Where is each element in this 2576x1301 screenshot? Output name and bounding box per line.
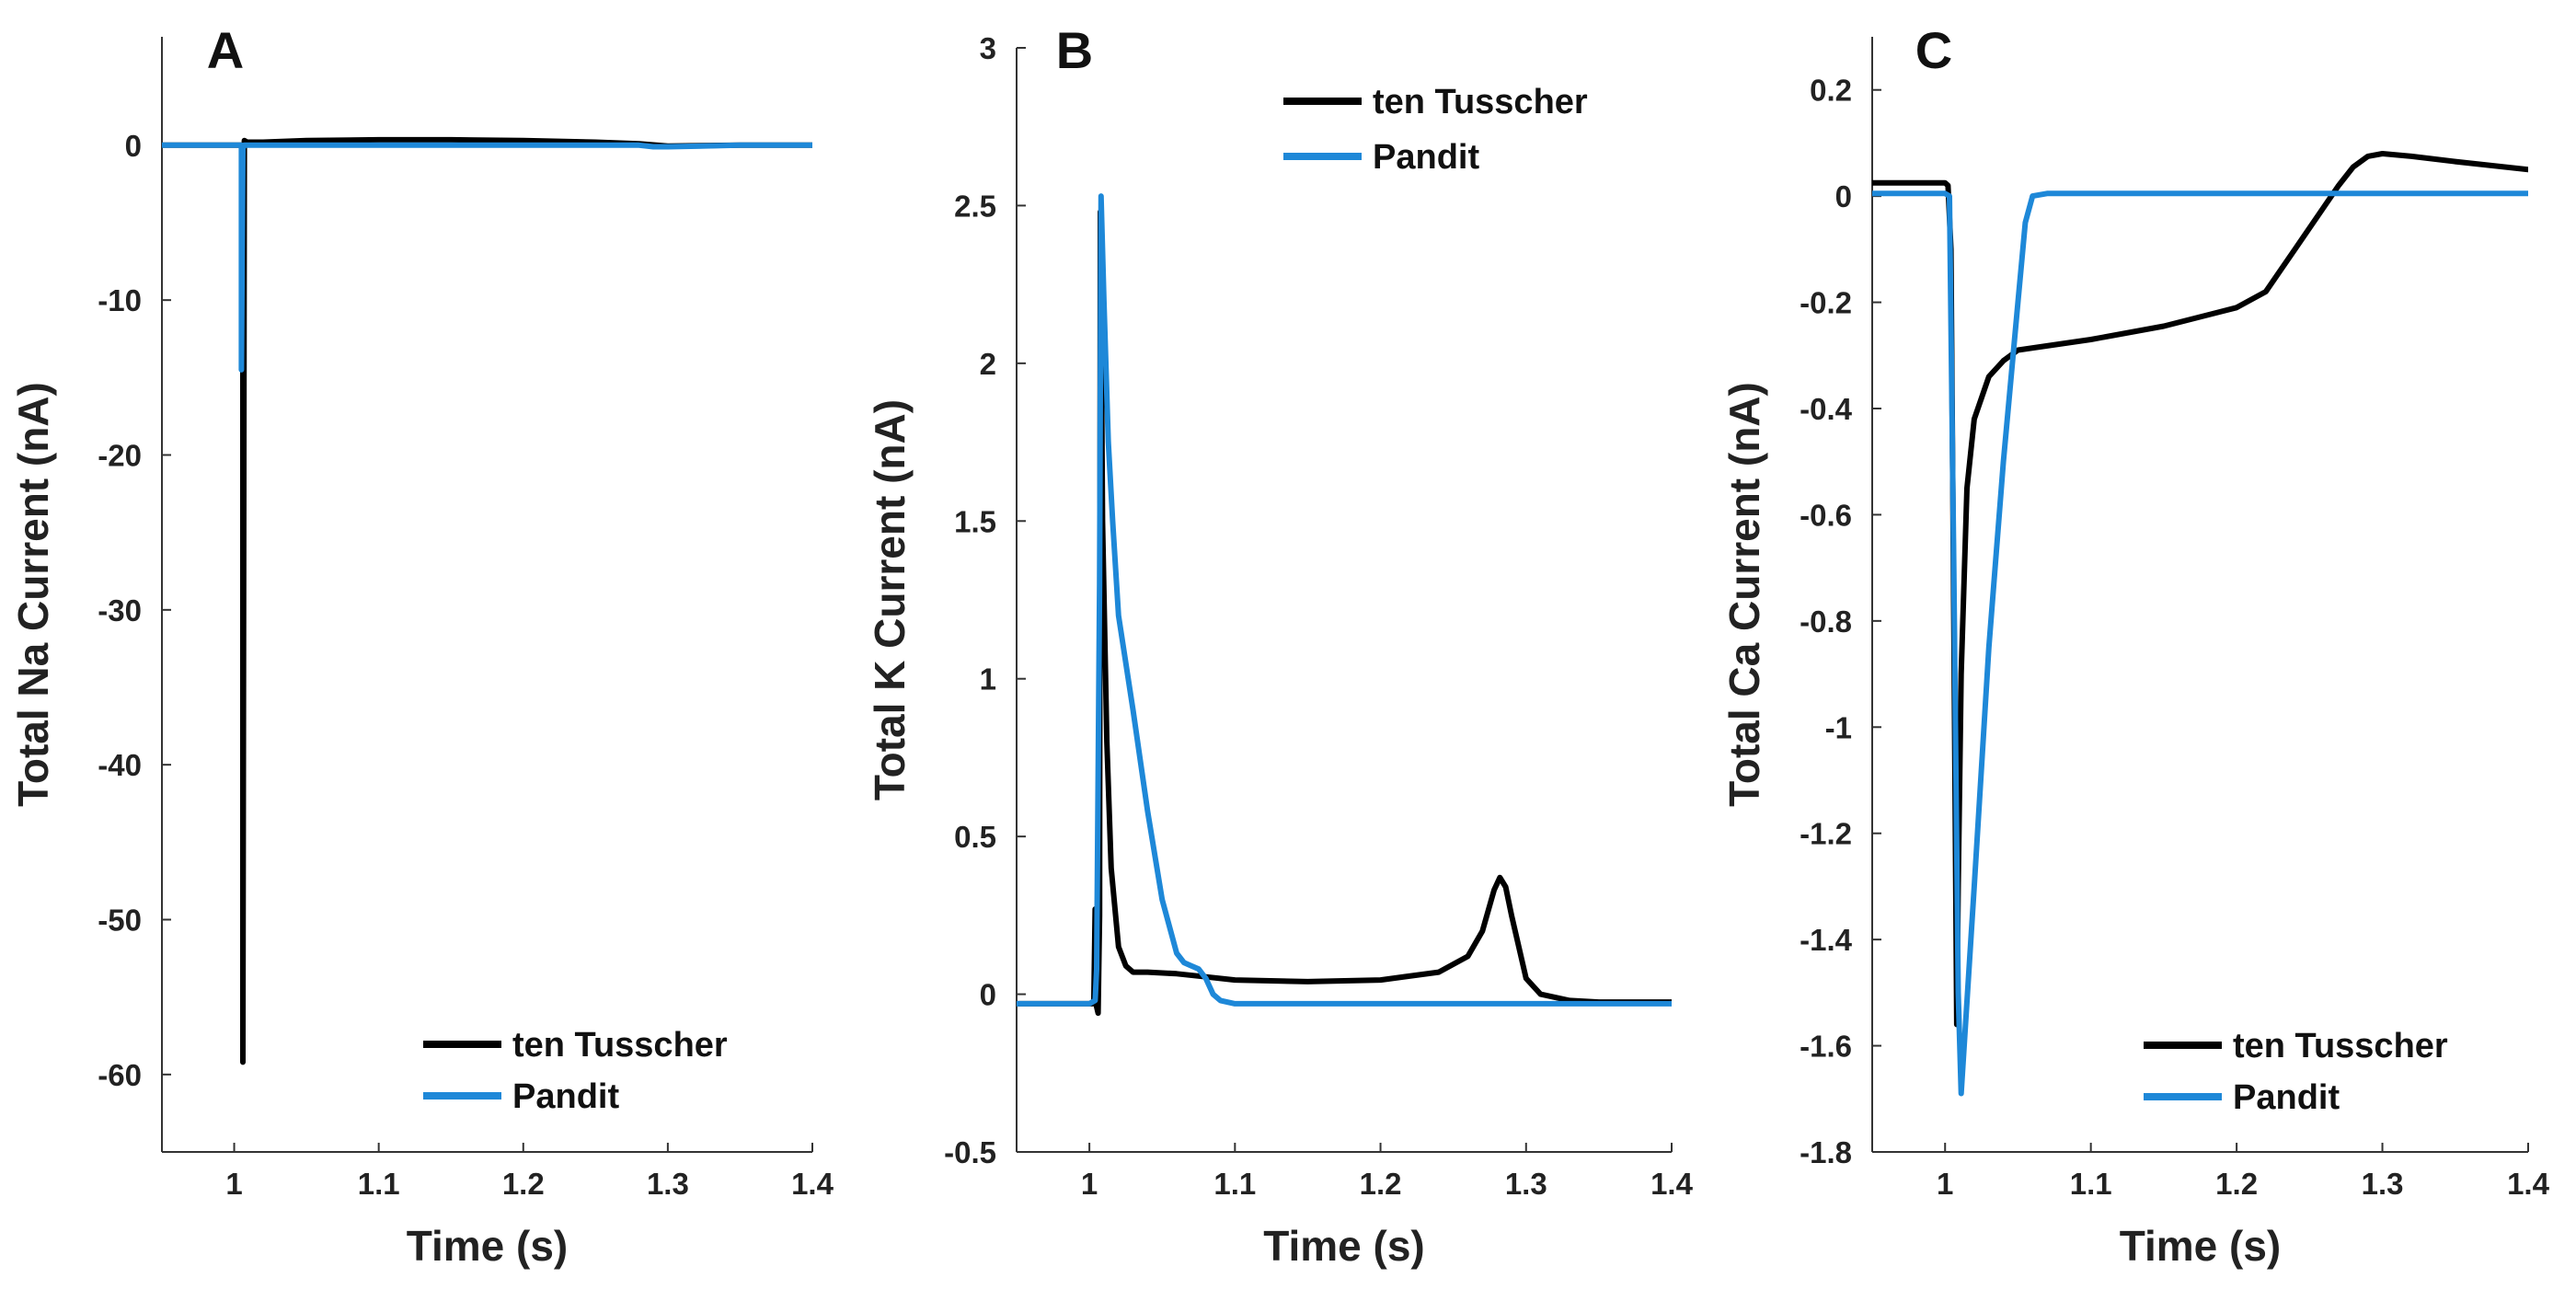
y-tick-label: -0.6: [1800, 498, 1852, 532]
y-tick-label: -0.5: [944, 1135, 996, 1169]
y-tick-label: 2: [980, 347, 996, 381]
series-line-pandit: [162, 142, 812, 373]
y-tick-label: 1.5: [954, 504, 996, 538]
x-tick-label: 1.3: [2362, 1167, 2404, 1201]
x-tick-label: 1.1: [358, 1167, 400, 1201]
y-tick-label: 2.5: [954, 189, 996, 223]
y-tick-label: 0: [125, 129, 142, 163]
legend-label: ten Tusscher: [512, 1026, 728, 1065]
y-tick-label: 0.2: [1810, 74, 1852, 108]
x-tick-label: 1.4: [1650, 1167, 1694, 1201]
y-tick-label: -10: [98, 283, 142, 317]
y-tick-label: -1.8: [1800, 1135, 1852, 1169]
y-tick-label: -0.4: [1800, 392, 1853, 426]
legend-label: Pandit: [512, 1077, 619, 1116]
legend-label: ten Tusscher: [1373, 83, 1588, 121]
y-tick-label: 3: [980, 31, 996, 65]
series-line-ten-tusscher: [1872, 151, 2528, 1028]
y-tick-label: -1.4: [1800, 923, 1853, 957]
y-tick-label: 0.5: [954, 820, 996, 854]
x-tick-label: 1.4: [2507, 1167, 2550, 1201]
x-tick-label: 1.2: [2215, 1167, 2258, 1201]
y-tick-label: -1.2: [1800, 817, 1852, 851]
x-axis-label: Time (s): [1263, 1222, 1425, 1270]
y-tick-label: -50: [98, 904, 142, 938]
panel-A: 1 1.1 1.2 1.3 1.4 0 -10 -20 -30 -40 -50 -60 Time (s)…: [9, 21, 834, 1270]
x-tick-label: 1: [1081, 1167, 1098, 1201]
x-tick-label: 1.3: [1505, 1167, 1547, 1201]
x-tick-label: 1.2: [502, 1167, 545, 1201]
y-axis-label: Total Ca Current (nA): [1720, 382, 1768, 807]
legend-label: Pandit: [2233, 1078, 2340, 1117]
y-tick-label: -60: [98, 1058, 142, 1092]
series-line-ten-tusscher: [1017, 209, 1672, 1017]
x-axis-label: Time (s): [2120, 1222, 2282, 1270]
y-tick-label: 1: [980, 662, 996, 697]
y-tick-label: -0.8: [1800, 604, 1852, 639]
panel-B: 1 1.1 1.2 1.3 1.4 3 2.5 2 1.5 1 0.5 0 -0.5 Time (s) To…: [866, 21, 1694, 1270]
y-tick-label: -1.6: [1800, 1030, 1852, 1064]
panel-letter: A: [207, 21, 244, 79]
x-tick-label: 1.1: [2070, 1167, 2112, 1201]
y-tick-label: 0: [1835, 179, 1852, 213]
x-tick-label: 1.4: [791, 1167, 834, 1201]
panel-C: 1 1.1 1.2 1.3 1.4 0.2 0 -0.2 -0.4 -0.6 -0.8 -1 -1.2 -…: [1720, 21, 2550, 1270]
series-line-pandit: [1872, 190, 2528, 1097]
y-tick-label: -30: [98, 593, 142, 627]
series-line-ten-tusscher: [162, 136, 812, 1065]
panel-letter: B: [1056, 21, 1093, 79]
y-tick-label: -1: [1825, 710, 1852, 744]
x-tick-label: 1.2: [1360, 1167, 1402, 1201]
x-tick-label: 1.3: [647, 1167, 689, 1201]
x-tick-label: 1: [225, 1167, 242, 1201]
legend-label: Pandit: [1373, 138, 1479, 177]
legend-label: ten Tusscher: [2233, 1027, 2448, 1065]
x-axis-label: Time (s): [407, 1222, 569, 1270]
y-tick-label: 0: [980, 978, 996, 1012]
x-tick-label: 1.1: [1213, 1167, 1256, 1201]
y-axis-label: Total Na Current (nA): [9, 382, 57, 807]
panel-letter: C: [1915, 21, 1952, 79]
series-line-pandit: [1017, 193, 1672, 1007]
x-tick-label: 1: [1937, 1167, 1953, 1201]
y-tick-label: -0.2: [1800, 286, 1852, 320]
y-axis-label: Total K Current (nA): [866, 399, 914, 800]
y-tick-label: -20: [98, 439, 142, 473]
y-tick-label: -40: [98, 748, 142, 782]
